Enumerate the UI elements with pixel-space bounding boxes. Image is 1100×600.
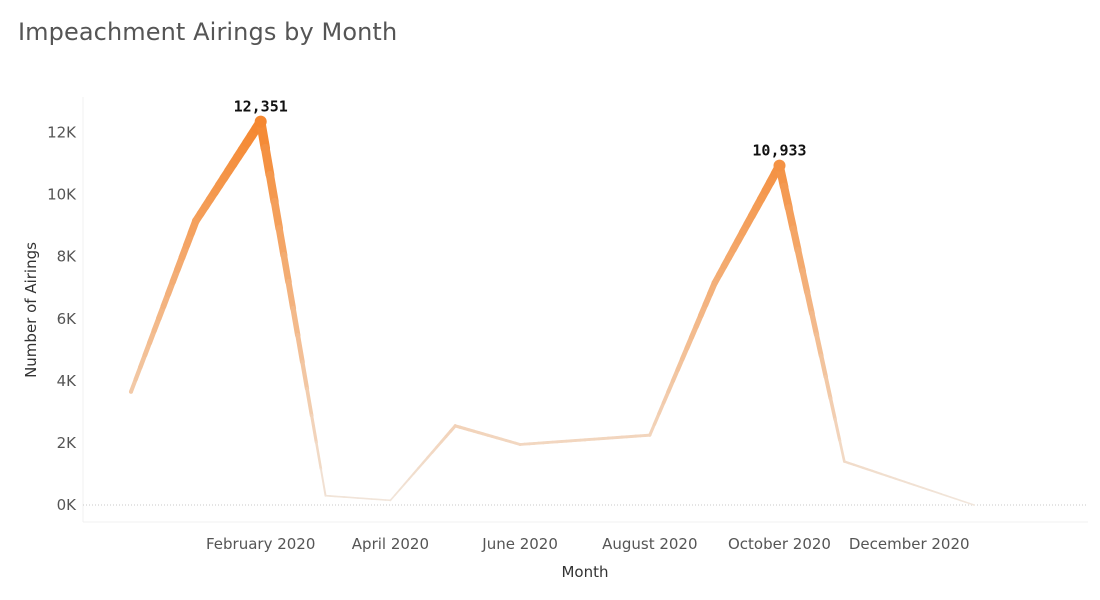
peak-data-label: 12,351 <box>234 98 288 116</box>
line-segment <box>319 467 327 497</box>
data-point <box>129 389 133 394</box>
series-line <box>128 116 975 506</box>
line-segment <box>394 488 401 496</box>
line-segment <box>959 499 966 503</box>
line-segment <box>954 497 961 502</box>
line-segment <box>265 170 279 206</box>
data-point <box>389 499 392 502</box>
x-tick-label: February 2020 <box>206 535 315 553</box>
line-segment <box>305 386 314 418</box>
x-tick-label: August 2020 <box>602 535 697 553</box>
y-axis-title: Number of Airings <box>22 242 40 378</box>
line-segment <box>657 400 666 416</box>
y-tick-label: 0K <box>57 496 78 514</box>
y-axis-ticks: 0K 2K 4K 6K 8K 10K 12K <box>47 124 77 515</box>
data-point <box>908 482 911 485</box>
y-tick-label: 4K <box>57 372 78 390</box>
data-point <box>518 443 522 446</box>
line-segment <box>799 268 811 296</box>
data-point <box>192 217 200 225</box>
line-segment <box>412 467 420 475</box>
peak-marker <box>773 159 786 172</box>
line-segment <box>295 332 305 365</box>
series-points <box>129 115 975 506</box>
line-segment <box>280 251 292 286</box>
line-segment <box>964 501 971 505</box>
x-tick-label: December 2020 <box>849 535 970 553</box>
peak-marker <box>254 115 267 128</box>
line-segment <box>838 439 846 463</box>
y-tick-label: 2K <box>57 434 78 452</box>
y-tick-label: 10K <box>47 186 77 204</box>
x-axis-title: Month <box>561 563 608 581</box>
line-segment <box>818 353 829 380</box>
data-point <box>973 504 975 506</box>
line-segment <box>784 204 798 233</box>
line-segment <box>310 413 318 444</box>
line-segment <box>804 289 815 317</box>
line-segment <box>315 440 323 471</box>
line-segment <box>794 246 807 275</box>
x-tick-label: June 2020 <box>481 535 558 553</box>
line-segment <box>652 411 661 426</box>
data-point <box>453 424 457 428</box>
line-segment <box>300 359 310 391</box>
line-segment <box>389 494 396 502</box>
line-segment <box>407 472 415 481</box>
x-axis-ticks: February 2020 April 2020 June 2020 August 2… <box>206 535 970 553</box>
line-segment <box>260 143 275 180</box>
line-segment <box>290 305 301 339</box>
line-segment <box>403 478 410 486</box>
chart-title: Impeachment Airings by Month <box>18 18 398 46</box>
y-tick-label: 8K <box>57 248 78 266</box>
line-segment <box>275 224 288 259</box>
line-segment <box>128 377 138 394</box>
data-labels: 12,351 10,933 <box>234 98 807 160</box>
line-segment <box>398 483 406 491</box>
line-segment <box>789 225 802 254</box>
data-point <box>843 460 846 463</box>
y-tick-label: 6K <box>57 310 78 328</box>
line-segment <box>823 374 833 401</box>
line-segment <box>950 496 957 500</box>
data-point <box>583 438 587 442</box>
data-point <box>711 279 718 287</box>
peak-data-label: 10,933 <box>752 142 806 160</box>
data-point <box>648 433 652 437</box>
x-tick-label: April 2020 <box>352 535 429 553</box>
line-segment <box>828 396 837 422</box>
line-segment <box>270 197 284 233</box>
data-point <box>324 494 327 497</box>
x-tick-label: October 2020 <box>728 535 831 553</box>
line-segment <box>968 502 975 506</box>
line-segment <box>814 332 824 359</box>
line-segment <box>648 422 656 437</box>
line-segment <box>833 417 842 442</box>
line-segment <box>285 278 297 312</box>
y-tick-label: 12K <box>47 124 77 142</box>
line-segment <box>809 310 820 338</box>
